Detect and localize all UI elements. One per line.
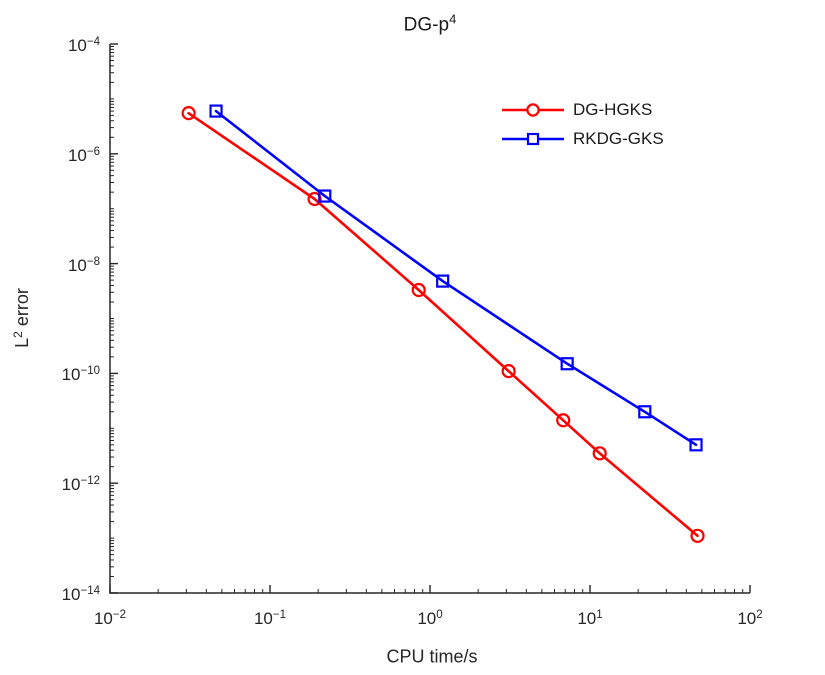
y-tick-label: 10−14 bbox=[61, 584, 100, 604]
data-point-marker-rkdg-gks bbox=[436, 274, 450, 288]
legend-item-dg-hgks: DG-HGKS bbox=[501, 100, 664, 120]
y-tick-label: 10−8 bbox=[67, 255, 100, 275]
x-axis-label: CPU time/s bbox=[386, 646, 478, 667]
x-tick-label: 100 bbox=[417, 608, 443, 628]
y-tick-label: 10−12 bbox=[61, 474, 100, 494]
x-tick-label: 101 bbox=[577, 608, 603, 628]
data-point-marker-rkdg-gks bbox=[689, 438, 703, 452]
data-point-marker-dg-hgks bbox=[181, 106, 196, 121]
y-tick-label: 10−4 bbox=[67, 35, 100, 55]
x-tick-label: 10−2 bbox=[93, 608, 127, 628]
data-point-marker-rkdg-gks bbox=[209, 104, 223, 118]
legend-label: DG-HGKS bbox=[573, 100, 653, 119]
data-point-marker-rkdg-gks bbox=[318, 189, 332, 203]
data-point-marker-rkdg-gks bbox=[638, 405, 652, 419]
y-tick-label: 10−10 bbox=[61, 365, 100, 385]
y-tick-label: 10−6 bbox=[67, 145, 100, 165]
legend: DG-HGKS RKDG-GKS bbox=[501, 100, 664, 158]
data-point-marker-dg-hgks bbox=[501, 364, 516, 379]
y-axis-label-base: L bbox=[12, 337, 32, 348]
x-tick-label: 10−1 bbox=[253, 608, 287, 628]
y-axis-label: L2 error bbox=[11, 288, 33, 348]
chart-title-exponent: 4 bbox=[449, 11, 457, 27]
data-point-marker-dg-hgks bbox=[592, 446, 607, 461]
series-line-rkdg-gks bbox=[214, 109, 698, 447]
data-point-marker-dg-hgks bbox=[556, 413, 571, 428]
series-line-dg-hgks bbox=[187, 111, 699, 538]
chart-title: DG-p4 bbox=[404, 11, 457, 36]
data-point-marker-dg-hgks bbox=[411, 282, 426, 298]
data-point-marker-dg-hgks bbox=[690, 528, 705, 543]
legend-circle-marker-icon bbox=[502, 103, 564, 117]
data-point-marker-dg-hgks bbox=[307, 191, 322, 207]
x-tick-label: 102 bbox=[737, 608, 763, 628]
legend-item-rkdg-gks: RKDG-GKS bbox=[501, 129, 664, 149]
legend-square-marker-icon bbox=[502, 132, 564, 146]
legend-label: RKDG-GKS bbox=[573, 129, 664, 148]
y-axis-label-rest: error bbox=[12, 288, 32, 327]
y-axis-label-exponent: 2 bbox=[11, 331, 25, 338]
chart-title-base: DG-p bbox=[403, 14, 450, 36]
data-point-marker-rkdg-gks bbox=[560, 357, 574, 371]
